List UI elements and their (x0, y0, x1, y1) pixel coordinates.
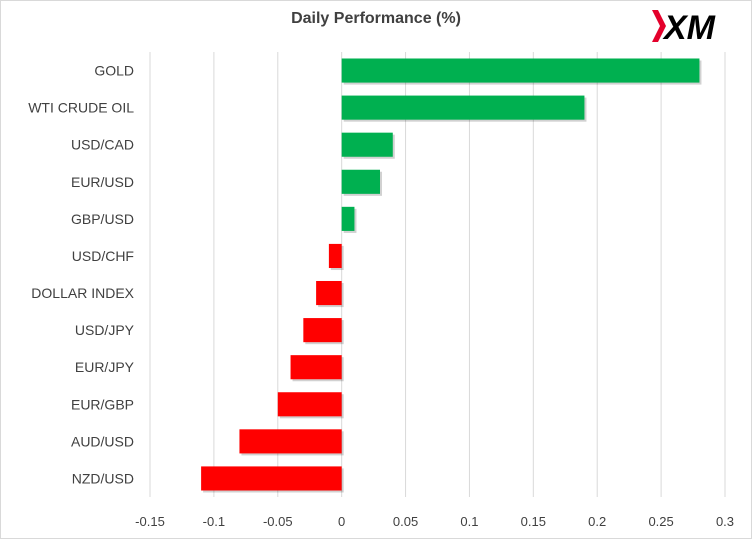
category-label: USD/JPY (75, 322, 135, 338)
x-tick-label: 0.1 (460, 514, 478, 529)
xm-logo: XM (652, 9, 716, 46)
category-label: AUD/USD (71, 433, 134, 449)
category-label: USD/CHF (72, 248, 134, 264)
x-tick-label: 0.25 (648, 514, 673, 529)
bar-usd-cad (341, 132, 393, 157)
x-tick-label: -0.05 (263, 514, 293, 529)
bar-nzd-usd (201, 466, 342, 491)
bar-usd-jpy (303, 318, 342, 343)
category-label: EUR/USD (71, 174, 134, 190)
x-tick-label: 0.05 (393, 514, 418, 529)
category-label: USD/CAD (71, 137, 134, 153)
chart-title: Daily Performance (%) (291, 10, 461, 27)
category-label: EUR/GBP (71, 396, 134, 412)
bar-eur-usd (341, 169, 380, 194)
category-label: DOLLAR INDEX (31, 285, 134, 301)
category-label: EUR/JPY (75, 359, 135, 375)
x-tick-label: -0.1 (203, 514, 225, 529)
bar-gbp-usd (341, 206, 355, 231)
x-axis-tick-labels: -0.15 -0.1 -0.05 0 0.05 0.1 0.15 0.2 0.25 0.3 (135, 514, 734, 529)
x-tick-label: 0.15 (521, 514, 546, 529)
category-label: WTI CRUDE OIL (28, 100, 134, 116)
x-tick-label: 0.3 (716, 514, 734, 529)
bars (201, 58, 702, 493)
logo-text: XM (662, 9, 716, 46)
category-label: GBP/USD (71, 211, 134, 227)
x-tick-label: 0 (338, 514, 345, 529)
x-tick-label: 0.2 (588, 514, 606, 529)
x-tick-label: -0.15 (135, 514, 165, 529)
bar-eur-gbp (277, 392, 342, 417)
category-labels: GOLD WTI CRUDE OIL USD/CAD EUR/USD GBP/USD US… (28, 63, 134, 487)
logo-mark (652, 10, 666, 42)
bar-gold (341, 58, 700, 83)
category-label: NZD/USD (72, 470, 134, 486)
grid-lines (149, 52, 726, 497)
bar-wti-crude-oil (341, 95, 585, 120)
category-label: GOLD (94, 63, 134, 79)
bar-eur-jpy (290, 355, 342, 380)
bar-dollar-index (316, 280, 342, 306)
bar-aud-usd (239, 429, 342, 454)
bar-usd-chf (328, 243, 342, 269)
